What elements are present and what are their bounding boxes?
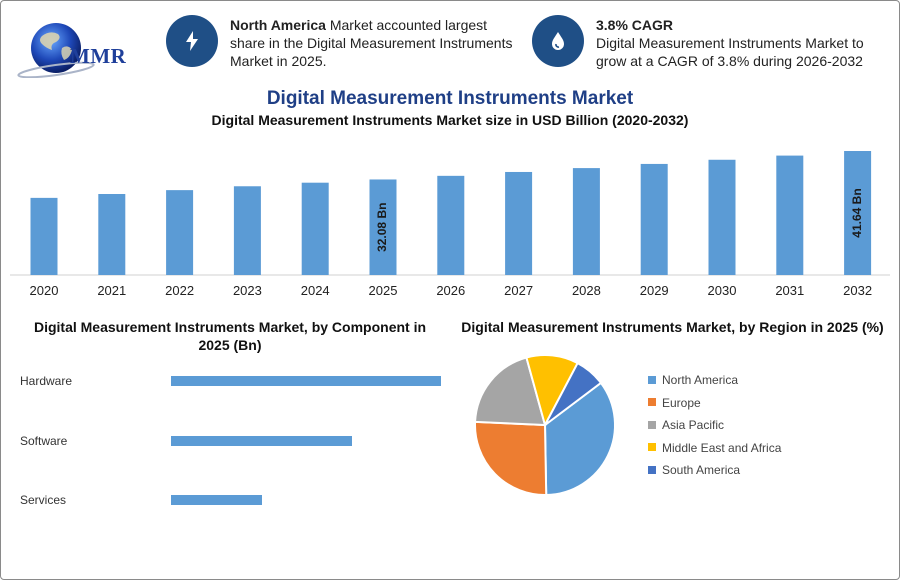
legend-label: Europe — [662, 395, 701, 410]
bar-2031 — [776, 155, 804, 275]
lightning-icon — [166, 15, 218, 67]
x-tick-label: 2028 — [572, 283, 601, 298]
market-size-bar-chart: 2020 2021 2022 2023 2024 2025 32.08 Bn 2026 2027… — [10, 151, 890, 298]
component-title: Digital Measurement Instruments Market, … — [33, 319, 427, 353]
legend-item: Europe — [648, 396, 701, 410]
highlight-north-america: North America Market accounted largest s… — [230, 16, 520, 70]
bar-2023 — [233, 186, 261, 275]
highlight-bold: 3.8% CAGR — [596, 17, 674, 33]
legend-item: Middle East and Africa — [648, 441, 781, 455]
chart-subtitle: Digital Measurement Instruments Market s… — [211, 112, 689, 128]
x-tick-label: 2020 — [30, 283, 59, 298]
bar-2022 — [166, 190, 194, 275]
highlight-text: Digital Measurement Instruments Market t… — [596, 35, 864, 69]
bar-2020 — [30, 197, 58, 275]
bar-2026 — [437, 175, 465, 275]
region-title: Digital Measurement Instruments Market, … — [461, 319, 884, 335]
bar-2025 — [369, 179, 397, 275]
legend-swatch — [648, 375, 656, 384]
x-tick-label: 2030 — [708, 283, 737, 298]
component-label: Hardware — [20, 374, 73, 388]
bar-2029 — [640, 163, 668, 275]
highlight-text: Market accounted largest share in the Di… — [230, 17, 513, 69]
bar-2027 — [505, 171, 533, 275]
bar-2021 — [98, 194, 126, 275]
pie-slice-south-america — [544, 361, 603, 426]
component-bar-hardware — [171, 376, 441, 386]
main-title: Digital Measurement Instruments Market — [266, 88, 634, 109]
component-bar-services — [171, 495, 262, 505]
logo-text: MMR — [70, 44, 127, 68]
component-bar-software — [171, 435, 352, 446]
x-tick-label: 2031 — [775, 283, 804, 298]
legend-label: Asia Pacific — [662, 418, 725, 432]
component-label: Services — [20, 493, 67, 507]
x-tick-label: 2025 — [369, 283, 398, 298]
legend-item: North America — [648, 373, 738, 387]
legend-swatch — [648, 420, 656, 429]
bar-2024 — [301, 182, 329, 275]
water-drop-icon — [532, 15, 584, 67]
mmr-logo — [16, 18, 136, 79]
pie-slice-europe — [474, 420, 548, 496]
pie-slice-asia-pacific — [474, 356, 547, 427]
bar-2032 — [844, 151, 872, 275]
globe-icon — [17, 23, 95, 79]
x-tick-label: 2029 — [640, 283, 669, 298]
x-tick-label: 2027 — [504, 283, 533, 298]
x-tick-label: 2032 — [843, 283, 872, 298]
x-tick-label: 2024 — [301, 283, 330, 298]
highlight-bold: North America — [230, 17, 326, 33]
bar-data-label: 32.08 Bn — [375, 203, 389, 252]
bar-2030 — [708, 159, 736, 275]
legend-swatch — [648, 465, 656, 474]
highlight-cagr: 3.8% CAGR Digital Measurement Instruments… — [596, 16, 886, 70]
x-tick-label: 2021 — [97, 283, 126, 298]
x-tick-label: 2022 — [165, 283, 194, 298]
legend-label: North America — [662, 373, 739, 387]
legend-swatch — [648, 398, 656, 407]
legend-label: Middle East and Africa — [662, 440, 782, 455]
legend-label: South America — [662, 463, 741, 477]
legend-item: South America — [648, 463, 740, 477]
bar-data-label: 41.64 Bn — [850, 188, 864, 237]
legend-swatch — [648, 443, 656, 452]
legend-item: Asia Pacific — [648, 418, 724, 432]
x-tick-label: 2023 — [233, 283, 262, 298]
bar-2028 — [572, 168, 600, 275]
x-tick-label: 2026 — [436, 283, 465, 298]
pie-slice-north-america — [543, 381, 616, 497]
component-label: Software — [20, 433, 68, 448]
region-pie-chart — [474, 354, 616, 497]
